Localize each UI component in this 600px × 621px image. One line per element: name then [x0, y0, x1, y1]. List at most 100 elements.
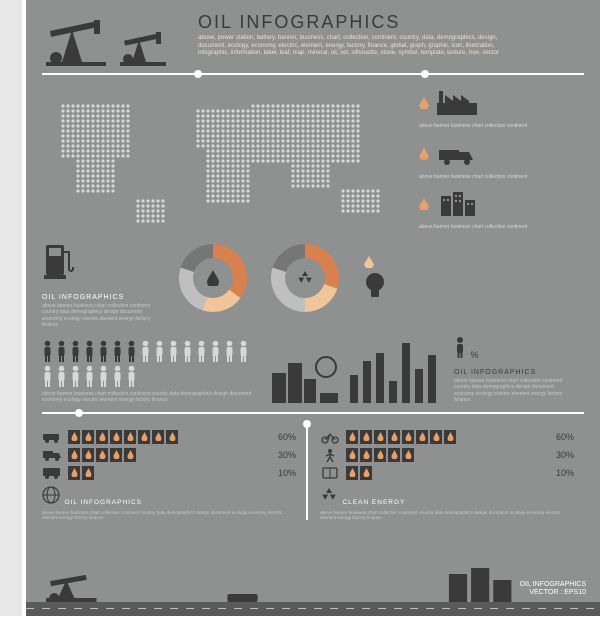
people-bars-row: above banner business chart collection c… — [42, 332, 584, 404]
lower-right-title: CLEAN ENERGY — [342, 499, 405, 506]
recycle-small-icon — [320, 486, 338, 504]
bars-area: % OIL INFOGRAPHICS above banner business… — [270, 336, 574, 403]
person-icon — [98, 365, 109, 387]
bike-icon — [320, 430, 340, 444]
person-icon — [140, 340, 151, 362]
sidebar-icons: above banner business chart collection c… — [419, 85, 584, 235]
credit-line1: OIL INFOGRAPHICS — [520, 581, 586, 590]
sidebar-row-buildings — [419, 192, 584, 216]
lower-left-blurb: above banner business chart collection c… — [42, 510, 296, 521]
lower-right: 60% 30% 10% CLEAN ENERGY above banner bu… — [306, 424, 584, 521]
person-icon — [42, 340, 53, 362]
car-icon — [42, 430, 62, 444]
bar-blurb: above banner business chart collection c… — [454, 378, 574, 403]
bulb-block — [364, 256, 386, 300]
bar-label: OIL INFOGRAPHICS — [454, 369, 574, 376]
buildings-icon — [437, 192, 477, 216]
gas-pump-icon — [42, 241, 74, 279]
stat-row: 60% — [320, 430, 574, 444]
stat-pct: 30% — [268, 450, 296, 460]
sidebar-row-factory — [419, 91, 584, 115]
person-pct-icon — [454, 336, 466, 358]
drop-small-icon — [364, 256, 374, 268]
stat-pct: 10% — [546, 468, 574, 478]
van-icon — [42, 466, 62, 480]
flame-icon — [419, 148, 429, 160]
person-icon — [84, 340, 95, 362]
stat-pct: 10% — [268, 468, 296, 478]
flame-icon — [419, 97, 429, 109]
city-icon — [270, 353, 340, 403]
person-icon — [112, 340, 123, 362]
oil-drop-icon — [206, 270, 220, 286]
stat-pct: 30% — [546, 450, 574, 460]
stat-row: 10% — [320, 466, 574, 480]
pump-column: OIL INFOGRAPHICS above banner business c… — [42, 241, 162, 328]
lower-right-blurb: above banner business chart collection c… — [320, 510, 574, 521]
lower-left: 60% 30% 10% OIL INFOGRAPHICS above banne… — [42, 424, 306, 521]
person-icon — [56, 340, 67, 362]
percent-sign: % — [470, 350, 478, 360]
person-icon — [196, 340, 207, 362]
bar-chart — [350, 343, 436, 403]
person-icon — [42, 365, 53, 387]
factory-icon — [437, 91, 477, 115]
divider-mid — [42, 412, 584, 414]
stat-row: 30% — [42, 448, 296, 462]
credit: OIL INFOGRAPHICS VECTOR : EPS10 — [520, 581, 586, 599]
truck-icon — [42, 448, 62, 462]
people-icons — [42, 340, 252, 387]
stat-pct: 60% — [268, 432, 296, 442]
donut-oil — [176, 241, 250, 315]
donut-charts — [176, 241, 386, 315]
infographic-canvas: OIL INFOGRAPHICS above, power station, b… — [26, 0, 600, 616]
person-icon — [126, 340, 137, 362]
page-subtitle: above, power station, battery, banner, b… — [198, 35, 518, 58]
book-icon — [320, 466, 340, 480]
person-icon — [112, 365, 123, 387]
page-title: OIL INFOGRAPHICS — [198, 12, 584, 33]
sidebar-row-truck — [419, 142, 584, 166]
pumpjack-icon — [42, 12, 182, 67]
person-icon — [56, 365, 67, 387]
sidebar-text-2: above banner business chart collection c… — [419, 174, 584, 185]
left-strip — [0, 0, 26, 616]
people-block: above banner business chart collection c… — [42, 332, 252, 404]
person-icon — [154, 340, 165, 362]
sidebar-text-3: above banner business chart collection c… — [419, 224, 584, 235]
recycle-icon — [297, 270, 313, 286]
map-row: above banner business chart collection c… — [42, 85, 584, 235]
person-icon — [182, 340, 193, 362]
globe-icon — [42, 486, 60, 504]
stat-row: 10% — [42, 466, 296, 480]
stat-row: 60% — [42, 430, 296, 444]
walk-icon — [320, 448, 340, 462]
lower-left-title: OIL INFOGRAPHICS — [64, 499, 142, 506]
sidebar-text-1: above banner business chart collection c… — [419, 123, 584, 134]
bulb-icon — [364, 272, 386, 300]
people-blurb: above banner business chart collection c… — [42, 391, 252, 404]
person-icon — [210, 340, 221, 362]
donut-recycle — [268, 241, 342, 315]
person-icon — [84, 365, 95, 387]
person-icon — [98, 340, 109, 362]
person-icon — [168, 340, 179, 362]
lower-columns: 60% 30% 10% OIL INFOGRAPHICS above banne… — [42, 424, 584, 521]
mid-row: OIL INFOGRAPHICS above banner business c… — [42, 241, 584, 328]
pump-label: OIL INFOGRAPHICS — [42, 294, 162, 301]
stat-pct: 60% — [546, 432, 574, 442]
pump-blurb: above banner business chart collection c… — [42, 303, 162, 328]
credit-line2: VECTOR : EPS10 — [520, 589, 586, 598]
person-icon — [70, 365, 81, 387]
footer-skyline — [26, 568, 600, 616]
world-dot-map — [42, 85, 407, 235]
stat-row: 30% — [320, 448, 574, 462]
header: OIL INFOGRAPHICS above, power station, b… — [42, 12, 584, 67]
person-icon — [70, 340, 81, 362]
person-icon — [224, 340, 235, 362]
truck-icon — [437, 142, 477, 166]
person-icon — [238, 340, 249, 362]
divider-top — [42, 73, 584, 75]
person-icon — [126, 365, 137, 387]
drop-small-icon — [419, 198, 429, 210]
